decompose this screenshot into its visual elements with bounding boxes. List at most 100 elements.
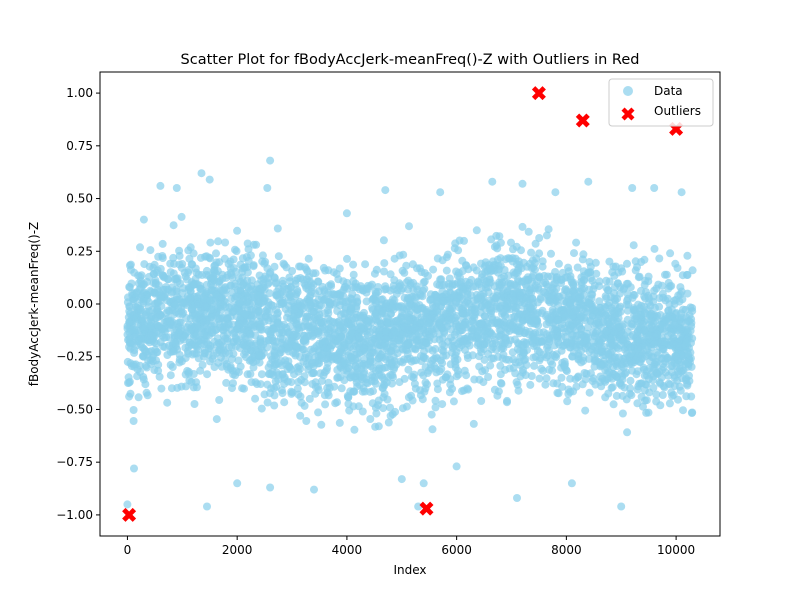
data-point [238,280,247,289]
x-axis-label: Index [393,563,426,577]
data-point [388,379,396,388]
data-point [236,260,245,269]
data-point [640,309,649,318]
data-points-layer [123,156,697,511]
data-point [487,354,496,363]
data-point [541,380,550,389]
data-point [627,322,635,331]
data-point [309,269,318,278]
data-point [201,252,210,261]
data-point [324,329,333,338]
data-point [158,325,167,334]
data-point [646,310,655,318]
data-point [503,396,511,405]
data-point [273,308,282,317]
data-point [196,366,205,375]
data-point [296,411,305,420]
data-point [389,365,398,374]
data-point [208,329,216,337]
data-point [658,345,667,354]
data-point [418,395,427,404]
data-point [398,266,407,275]
data-point [247,320,256,329]
data-point [185,254,194,263]
data-point [539,287,548,296]
data-point [458,309,467,318]
data-point [563,397,572,406]
data-point [547,312,556,321]
data-point [480,312,489,321]
data-point [162,333,171,342]
data-point [337,344,346,353]
data-point [591,380,600,389]
data-point [472,226,481,235]
data-point [263,398,272,407]
data-point [291,342,300,351]
data-point [317,420,326,429]
data-point [264,278,273,287]
data-point [395,336,404,345]
data-point [181,272,190,281]
data-point [406,354,415,363]
data-point [340,314,349,323]
data-point [235,320,244,329]
data-point [203,502,211,511]
data-point [518,368,527,377]
data-point [371,287,380,296]
data-point [667,282,676,290]
data-point [225,303,234,312]
data-point [422,339,431,348]
data-point [302,314,310,323]
data-point [529,353,538,362]
data-point [150,289,159,298]
data-point [429,265,438,274]
data-point [371,315,380,324]
data-point [308,369,316,378]
data-point [355,344,364,353]
data-point [124,313,133,322]
data-point [431,403,440,412]
data-point [193,324,202,332]
data-point [658,391,667,399]
data-point [683,251,692,260]
y-tick-label: −0.25 [56,350,93,364]
data-point [154,313,163,321]
data-point [349,260,358,269]
data-point [362,297,371,306]
data-point [123,500,132,509]
data-point [560,341,569,350]
data-point [683,379,691,388]
data-point [127,338,136,347]
data-point [553,316,562,325]
data-point [339,366,348,374]
data-point [171,338,180,347]
data-point [460,236,468,245]
data-point [154,360,163,369]
data-point [210,337,219,346]
data-point [302,360,311,369]
data-point [619,285,628,294]
data-point [392,289,401,298]
data-point [531,281,540,290]
data-point [192,268,201,277]
data-point [481,258,490,267]
data-point [518,222,527,231]
data-point [203,370,212,379]
data-point [377,295,386,304]
data-point [157,384,166,393]
data-point [645,294,653,303]
data-point [324,266,333,275]
data-point [589,338,598,347]
data-point [607,304,616,312]
data-point [624,300,633,309]
legend-data-label: Data [654,84,683,98]
data-point [506,319,515,328]
data-point [279,282,288,291]
data-point [329,317,337,326]
data-point [360,308,368,317]
data-point [140,324,149,333]
data-point [508,296,517,305]
data-point [176,318,185,327]
data-point [522,283,531,292]
data-point [152,348,161,356]
